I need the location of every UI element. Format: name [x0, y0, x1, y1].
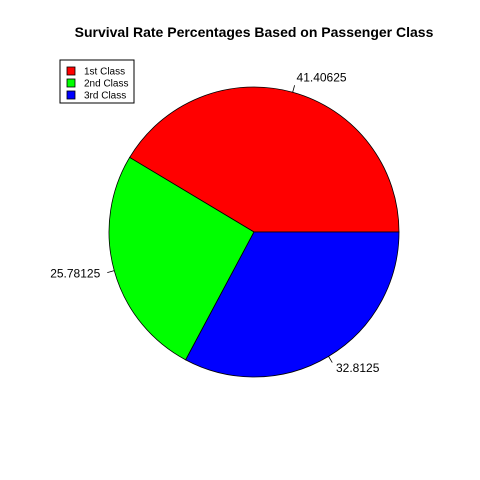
slice-value-label-3: 32.8125	[336, 361, 380, 375]
legend-label-3: 3rd Class	[84, 91, 126, 102]
legend-swatch-2	[66, 78, 76, 88]
legend-swatch-1	[66, 66, 76, 76]
chart-title: Survival Rate Percentages Based on Passe…	[75, 24, 434, 40]
legend-swatch-3	[66, 90, 76, 100]
slice-labels: 41.40625 25.78125 32.8125	[50, 70, 379, 375]
slice-label-tick-1	[292, 85, 295, 93]
legend-label-1: 1st Class	[84, 67, 125, 78]
slice-value-label-1: 41.40625	[297, 70, 347, 84]
legend-label-2: 2nd Class	[84, 79, 128, 90]
slice-label-tick-3	[328, 356, 333, 363]
pie-slices	[108, 86, 400, 378]
slice-value-label-2: 25.78125	[50, 267, 100, 281]
slice-label-tick-2	[107, 270, 115, 273]
